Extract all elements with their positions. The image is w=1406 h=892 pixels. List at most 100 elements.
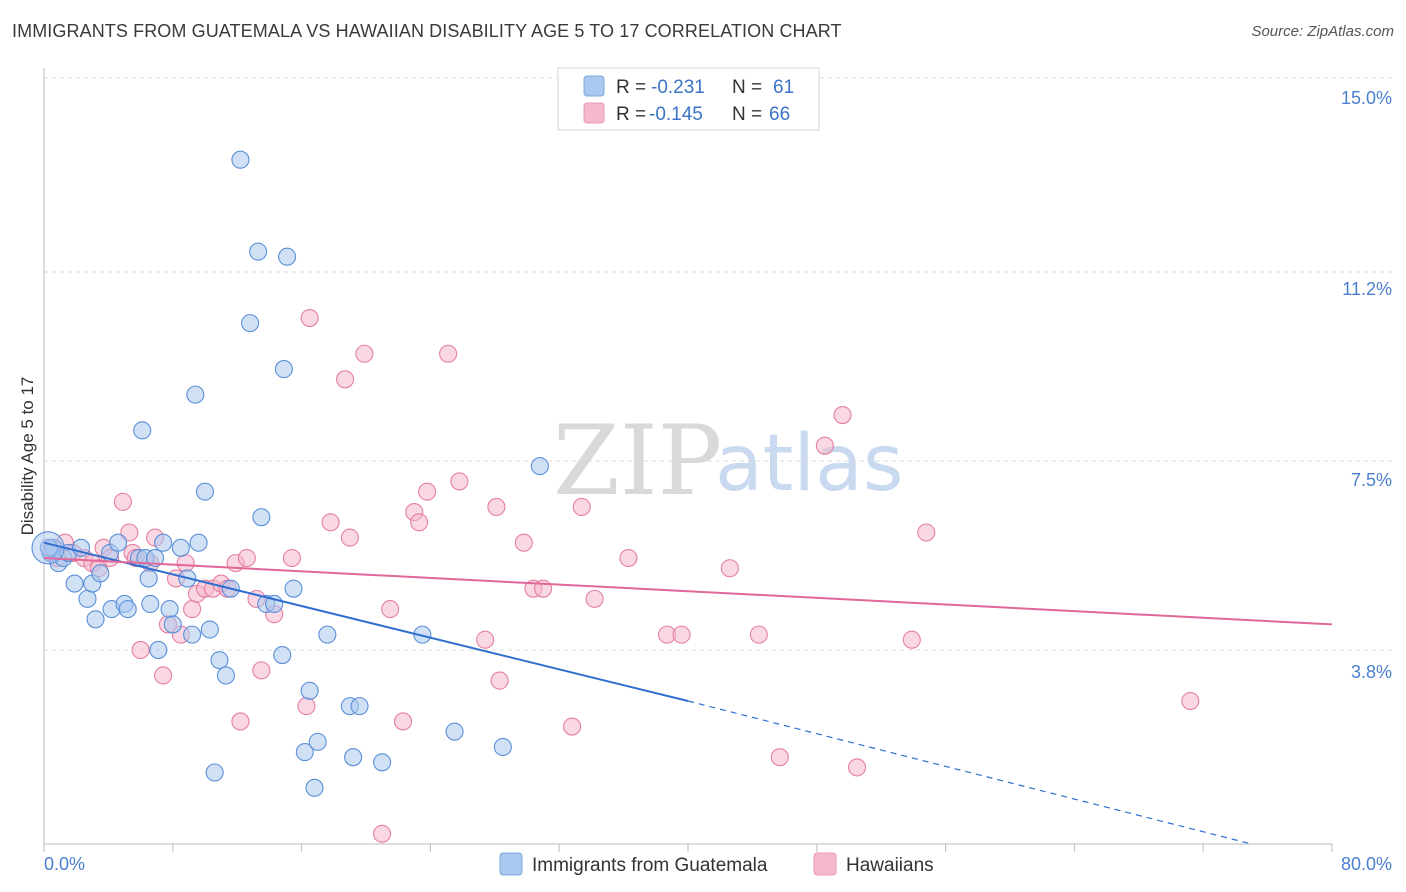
hawaiians-point-57 [619,548,638,568]
legend-n-label-1: N = [732,77,762,98]
correlation-legend: R = -0.231 N = 61 R = -0.145 N = 66 [557,67,820,131]
hawaiians-point-38 [340,528,359,547]
x-tick-label-80: 80.0% [1341,854,1392,874]
guatemala-point-29 [186,385,205,404]
guatemala-point-49 [305,778,324,797]
hawaiians-point-49 [487,497,506,517]
hawaiians-point-54 [563,717,582,736]
guatemala-point-15 [118,600,137,619]
guatemala-point-48 [300,681,319,700]
hawaiians-point-35 [300,308,319,328]
y-tick-label-7-5: 7.5% [1351,470,1392,490]
legend-r-label-1: R = [616,77,646,98]
hawaiians-point-29 [237,548,256,568]
guatemala-point-35 [216,666,235,685]
guatemala-point-51 [318,625,337,644]
bottom-legend-swatch-hawaiians [813,852,837,876]
guatemala-point-45 [278,247,297,266]
hawaiians-point-16 [154,666,173,685]
hawaiians-point-55 [572,497,591,517]
hawaiians-point-21 [183,600,202,619]
guatemala-point-44 [274,360,293,379]
x-tick-label-0: 0.0% [44,854,85,874]
guatemala-point-21 [146,548,165,568]
hawaiians-point-31 [252,661,271,680]
guatemala-point-53 [344,748,363,767]
guatemala-point-39 [249,242,268,261]
hawaiians-point-39 [355,344,374,363]
legend-n-label-2: N = [732,104,762,125]
hawaiians-point-56 [585,589,604,608]
hawaiians-point-65 [847,758,867,777]
guatemala-point-55 [373,753,392,772]
guatemala-point-7 [78,589,97,608]
guatemala-point-26 [171,538,190,557]
y-tick-label-3-8: 3.8% [1351,662,1392,682]
trend-lines [43,541,1333,845]
guatemala-point-20 [141,594,160,614]
series-legend: Immigrants from Guatemala Hawaiians [499,852,934,876]
hawaiians-point-46 [439,344,458,363]
hawaiians-point-66 [902,630,921,649]
hawaiians-point-28 [231,712,250,731]
hawaiians-point-20 [176,554,195,573]
hawaiians-point-60 [720,559,739,578]
hawaiians-point-47 [450,472,469,491]
hawaiians-point-40 [373,824,392,843]
guatemala-point-37 [231,150,250,169]
guatemala-point-43 [273,646,292,665]
guatemala-point-25 [163,615,182,634]
guatemala-point-9 [86,610,105,629]
hawaiians-point-64 [833,405,852,425]
y-axis-label: Disability Age 5 to 17 [18,377,37,536]
watermark-atlas: atlas [715,419,904,509]
guatemala-point-28 [183,625,202,644]
guatemala-point-10 [91,564,110,583]
guatemala-point-54 [350,697,369,716]
legend-swatch-hawaiians [583,102,605,124]
guatemala-point-33 [205,763,224,782]
hawaiians-point-44 [410,513,429,532]
bottom-legend-label-hawaiians: Hawaiians [846,855,934,876]
y-tick-label-15: 15.0% [1341,88,1392,108]
guatemala-point-59 [530,457,549,476]
guatemala-point-46 [284,579,303,598]
hawaiians-point-41 [381,600,400,619]
hawaiians-point-13 [131,640,150,659]
hawaiians-point-45 [418,482,437,501]
guatemala-point-24 [160,600,179,619]
legend-n-value-2: 66 [769,104,790,125]
guatemala-point-58 [493,737,512,757]
hawaiians-point-33 [282,548,301,568]
hawaiians-point-9 [113,492,132,511]
guatemala-point-34 [210,651,229,670]
trend-guatemala-solid [43,541,689,702]
hawaiians-point-67 [917,523,936,542]
trend-hawaiians [43,557,1333,626]
hawaiians-point-42 [393,712,413,731]
hawaiians-point-10 [120,523,139,542]
hawaiians-point-51 [514,533,533,552]
hawaiians-point-36 [321,513,340,532]
guatemala-point-23 [154,533,173,552]
hawaiians-point-37 [336,370,355,389]
guatemala-point-47 [295,743,314,762]
legend-n-value-1: 61 [773,77,794,98]
guatemala-point-57 [445,722,464,741]
hawaiians-point-48 [476,630,495,649]
hawaiians-point-61 [749,625,768,644]
y-tick-label-11-2: 11.2% [1342,279,1392,299]
guatemala-point-40 [252,508,271,527]
hawaiians-point-62 [770,748,789,767]
chart-title: IMMIGRANTS FROM GUATEMALA VS HAWAIIAN DI… [12,21,842,41]
hawaiians-point-34 [297,697,316,716]
guatemala-point-50 [308,732,327,751]
guatemala-point-19 [139,569,158,588]
guatemala-point-22 [149,640,168,659]
hawaiians-point-68 [1181,691,1200,711]
series-guatemala [31,150,549,797]
guatemala-point-13 [109,533,128,552]
x-axis-ticks [43,844,1333,852]
legend-r-value-1: -0.231 [651,77,705,98]
